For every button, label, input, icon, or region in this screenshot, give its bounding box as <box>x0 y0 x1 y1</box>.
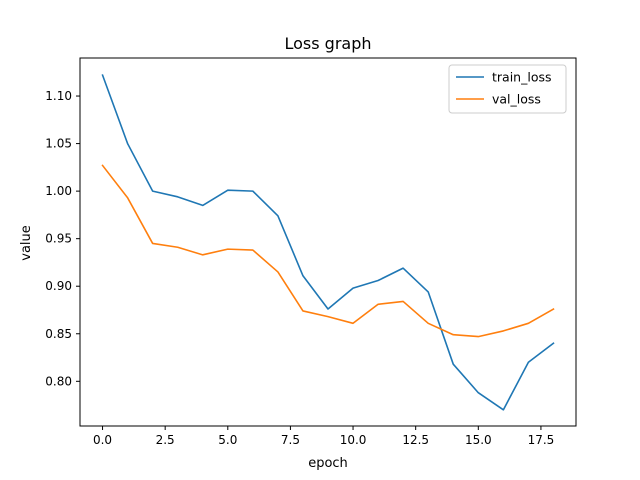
x-tick-label: 2.5 <box>156 433 175 447</box>
y-tick-label: 0.90 <box>45 279 72 293</box>
legend: train_loss val_loss <box>448 64 567 114</box>
y-tick-label: 1.00 <box>45 184 72 198</box>
x-tick-label: 17.5 <box>528 433 555 447</box>
x-tick-label: 10.0 <box>340 433 367 447</box>
x-axis-label: epoch <box>308 456 348 471</box>
x-tick-label: 0.0 <box>93 433 112 447</box>
y-tick-label: 1.10 <box>45 89 72 103</box>
plot-series <box>101 74 555 411</box>
y-tick-label: 0.95 <box>45 232 72 246</box>
y-axis-ticks: 0.80 0.85 0.90 0.95 1.00 1.05 1.10 <box>45 89 80 388</box>
y-tick-label: 0.85 <box>45 327 72 341</box>
x-tick-label: 5.0 <box>218 433 237 447</box>
y-tick-label: 1.05 <box>45 137 72 151</box>
x-tick-label: 15.0 <box>465 433 492 447</box>
y-tick-label: 0.80 <box>45 374 72 388</box>
chart-title: Loss graph <box>284 34 371 53</box>
x-axis-ticks: 0.0 2.5 5.0 7.5 10.0 12.5 15.0 17.5 <box>93 426 554 447</box>
x-tick-label: 7.5 <box>281 433 300 447</box>
x-tick-label: 12.5 <box>402 433 429 447</box>
plot-frame <box>79 57 577 427</box>
legend-label-train_loss: train_loss <box>492 70 552 85</box>
series-line-train_loss <box>101 74 555 411</box>
series-line-val_loss <box>101 164 555 338</box>
legend-label-val_loss: val_loss <box>492 92 541 107</box>
y-axis-label: value <box>19 225 34 261</box>
